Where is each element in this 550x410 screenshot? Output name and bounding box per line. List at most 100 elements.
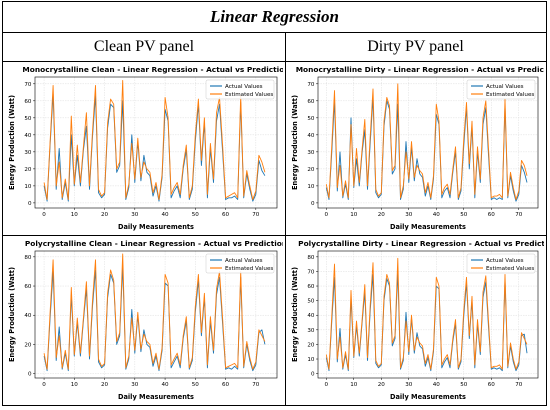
x-tick-label: 70 <box>252 382 260 388</box>
plot-frame <box>34 76 278 209</box>
x-tick-label: 10 <box>71 212 79 218</box>
y-tick-label: 60 <box>24 284 32 290</box>
column-header-clean: Clean PV panel <box>93 38 195 55</box>
x-axis-label: Daily Measurements <box>118 223 194 231</box>
y-tick-label: 60 <box>24 99 32 105</box>
y-tick-label: 80 <box>24 255 32 261</box>
x-tick-label: 60 <box>222 212 230 218</box>
plot-frame <box>317 250 539 379</box>
legend-label: Estimated Values <box>225 92 273 98</box>
y-tick-label: 50 <box>24 116 32 122</box>
x-tick-label: 50 <box>192 382 200 388</box>
x-tick-label: 40 <box>162 382 170 388</box>
y-tick-label: 40 <box>307 313 315 319</box>
y-tick-label: 20 <box>307 342 315 348</box>
legend-label: Estimated Values <box>225 266 273 272</box>
legend-box <box>205 253 275 274</box>
y-tick-label: 60 <box>307 99 315 105</box>
x-axis-label: Daily Measurements <box>390 223 466 231</box>
x-tick-label: 50 <box>460 382 468 388</box>
x-tick-label: 70 <box>515 382 523 388</box>
legend-label: Actual Values <box>225 84 263 90</box>
y-tick-label: 30 <box>307 150 315 156</box>
chart-mono-dirty: Monocrystalline Dirty - Linear Regressio… <box>291 65 544 231</box>
y-tick-label: 60 <box>307 284 315 290</box>
panel-mono-dirty: Monocrystalline Dirty - Linear Regressio… <box>288 63 544 233</box>
y-axis-label: Energy Production (Watt) <box>291 267 299 362</box>
chart-title: Polycrystalline Dirty - Linear Regressio… <box>298 239 544 248</box>
x-tick-label: 10 <box>350 212 358 218</box>
y-tick-label: 20 <box>24 342 32 348</box>
x-tick-label: 60 <box>488 212 496 218</box>
x-tick-label: 20 <box>101 212 109 218</box>
x-tick-label: 20 <box>378 212 386 218</box>
x-tick-label: 0 <box>42 382 46 388</box>
legend-box <box>466 79 536 100</box>
legend-label: Actual Values <box>486 84 524 90</box>
x-tick-label: 20 <box>101 382 109 388</box>
column-divider <box>285 32 286 405</box>
y-tick-label: 10 <box>307 184 315 190</box>
plot-frame <box>317 76 539 209</box>
y-tick-label: 40 <box>24 313 32 319</box>
y-tick-label: 0 <box>28 201 32 207</box>
y-tick-label: 0 <box>28 372 32 378</box>
chart-poly-clean: Polycrystalline Clean - Linear Regressio… <box>8 239 283 401</box>
x-tick-label: 0 <box>42 212 46 218</box>
y-axis-label: Energy Production (Watt) <box>8 95 16 190</box>
x-tick-label: 50 <box>460 212 468 218</box>
x-tick-label: 40 <box>162 212 170 218</box>
legend-box <box>466 253 536 274</box>
y-tick-label: 70 <box>307 82 315 88</box>
x-tick-label: 40 <box>433 382 441 388</box>
x-tick-label: 30 <box>405 212 413 218</box>
x-tick-label: 30 <box>131 382 139 388</box>
y-tick-label: 50 <box>307 116 315 122</box>
x-axis-label: Daily Measurements <box>390 393 466 401</box>
y-tick-label: 70 <box>307 269 315 275</box>
series-line-estimated <box>43 253 266 370</box>
y-axis-label: Energy Production (Watt) <box>291 95 299 190</box>
y-tick-label: 10 <box>24 184 32 190</box>
x-tick-label: 50 <box>192 212 200 218</box>
column-header-dirty: Dirty PV panel <box>367 38 464 55</box>
y-tick-label: 30 <box>307 328 315 334</box>
y-tick-label: 20 <box>307 167 315 173</box>
title-divider <box>3 32 546 33</box>
panel-poly-clean: Polycrystalline Clean - Linear Regressio… <box>5 237 283 403</box>
x-tick-label: 70 <box>515 212 523 218</box>
figure-title: Linear Regression <box>210 7 339 26</box>
chart-title: Monocrystalline Dirty - Linear Regressio… <box>296 65 544 74</box>
x-tick-label: 10 <box>71 382 79 388</box>
x-tick-label: 0 <box>324 382 328 388</box>
y-tick-label: 10 <box>307 357 315 363</box>
figure-frame: Linear Regression Clean PV panel Dirty P… <box>2 1 547 406</box>
x-tick-label: 40 <box>433 212 441 218</box>
x-tick-label: 0 <box>324 212 328 218</box>
y-tick-label: 70 <box>24 82 32 88</box>
legend-label: Estimated Values <box>486 92 534 98</box>
chart-title: Monocrystalline Clean - Linear Regressio… <box>22 65 283 74</box>
y-tick-label: 50 <box>307 299 315 305</box>
legend-box <box>205 79 275 100</box>
plot-frame <box>34 250 278 379</box>
x-tick-label: 60 <box>222 382 230 388</box>
chart-title: Polycrystalline Clean - Linear Regressio… <box>25 239 283 248</box>
row-divider <box>3 235 546 236</box>
x-tick-label: 10 <box>350 382 358 388</box>
series-line-estimated <box>43 79 266 200</box>
y-tick-label: 0 <box>311 372 315 378</box>
series-line-estimated <box>325 83 528 200</box>
x-tick-label: 30 <box>131 212 139 218</box>
x-tick-label: 30 <box>405 382 413 388</box>
y-tick-label: 80 <box>307 255 315 261</box>
chart-poly-dirty: Polycrystalline Dirty - Linear Regressio… <box>291 239 544 401</box>
x-tick-label: 70 <box>252 212 260 218</box>
series-line-estimated <box>325 257 528 370</box>
legend-label: Estimated Values <box>486 266 534 272</box>
x-axis-label: Daily Measurements <box>118 393 194 401</box>
y-axis-label: Energy Production (Watt) <box>8 267 16 362</box>
header-divider <box>3 61 546 62</box>
x-tick-label: 20 <box>378 382 386 388</box>
y-tick-label: 30 <box>24 150 32 156</box>
